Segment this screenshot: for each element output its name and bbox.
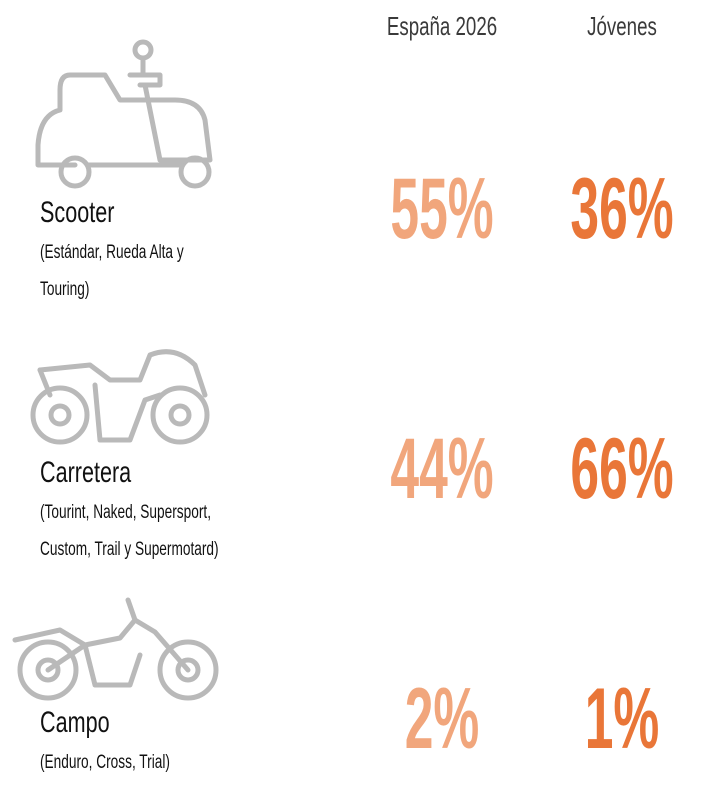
row-name: Scooter bbox=[40, 194, 115, 228]
row-description: Touring) bbox=[40, 278, 89, 300]
row-value: 55% bbox=[390, 162, 493, 258]
scooter-icon bbox=[35, 39, 213, 189]
row-value: 1% bbox=[585, 672, 660, 768]
row-description: (Enduro, Cross, Trial) bbox=[40, 751, 170, 773]
column-header: España 2026 bbox=[387, 11, 497, 41]
row-value: 66% bbox=[570, 422, 673, 518]
row-value: 44% bbox=[390, 422, 493, 518]
row-value: 36% bbox=[570, 162, 673, 258]
column-header: Jóvenes bbox=[587, 11, 657, 41]
row-description: Custom, Trail y Supermotard) bbox=[40, 538, 219, 560]
road-bike-icon bbox=[30, 349, 210, 445]
row-description: (Estándar, Rueda Alta y bbox=[40, 241, 184, 263]
row-value: 2% bbox=[405, 672, 480, 768]
row-description: (Tourint, Naked, Supersport, bbox=[40, 501, 211, 523]
row-name: Carretera bbox=[40, 454, 132, 488]
row-name: Campo bbox=[40, 704, 110, 738]
dirt-bike-icon bbox=[12, 597, 219, 701]
